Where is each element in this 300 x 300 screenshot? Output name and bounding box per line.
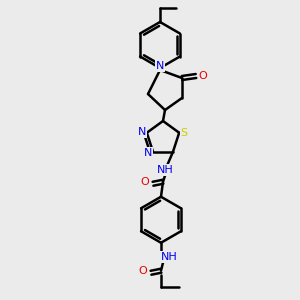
Text: NH: NH — [160, 252, 177, 262]
Text: S: S — [181, 128, 188, 138]
Text: N: N — [138, 127, 146, 137]
Text: NH: NH — [157, 165, 173, 175]
Text: O: O — [139, 266, 147, 276]
Text: O: O — [199, 71, 207, 81]
Text: O: O — [141, 177, 149, 187]
Text: N: N — [144, 148, 152, 158]
Text: N: N — [156, 61, 164, 71]
